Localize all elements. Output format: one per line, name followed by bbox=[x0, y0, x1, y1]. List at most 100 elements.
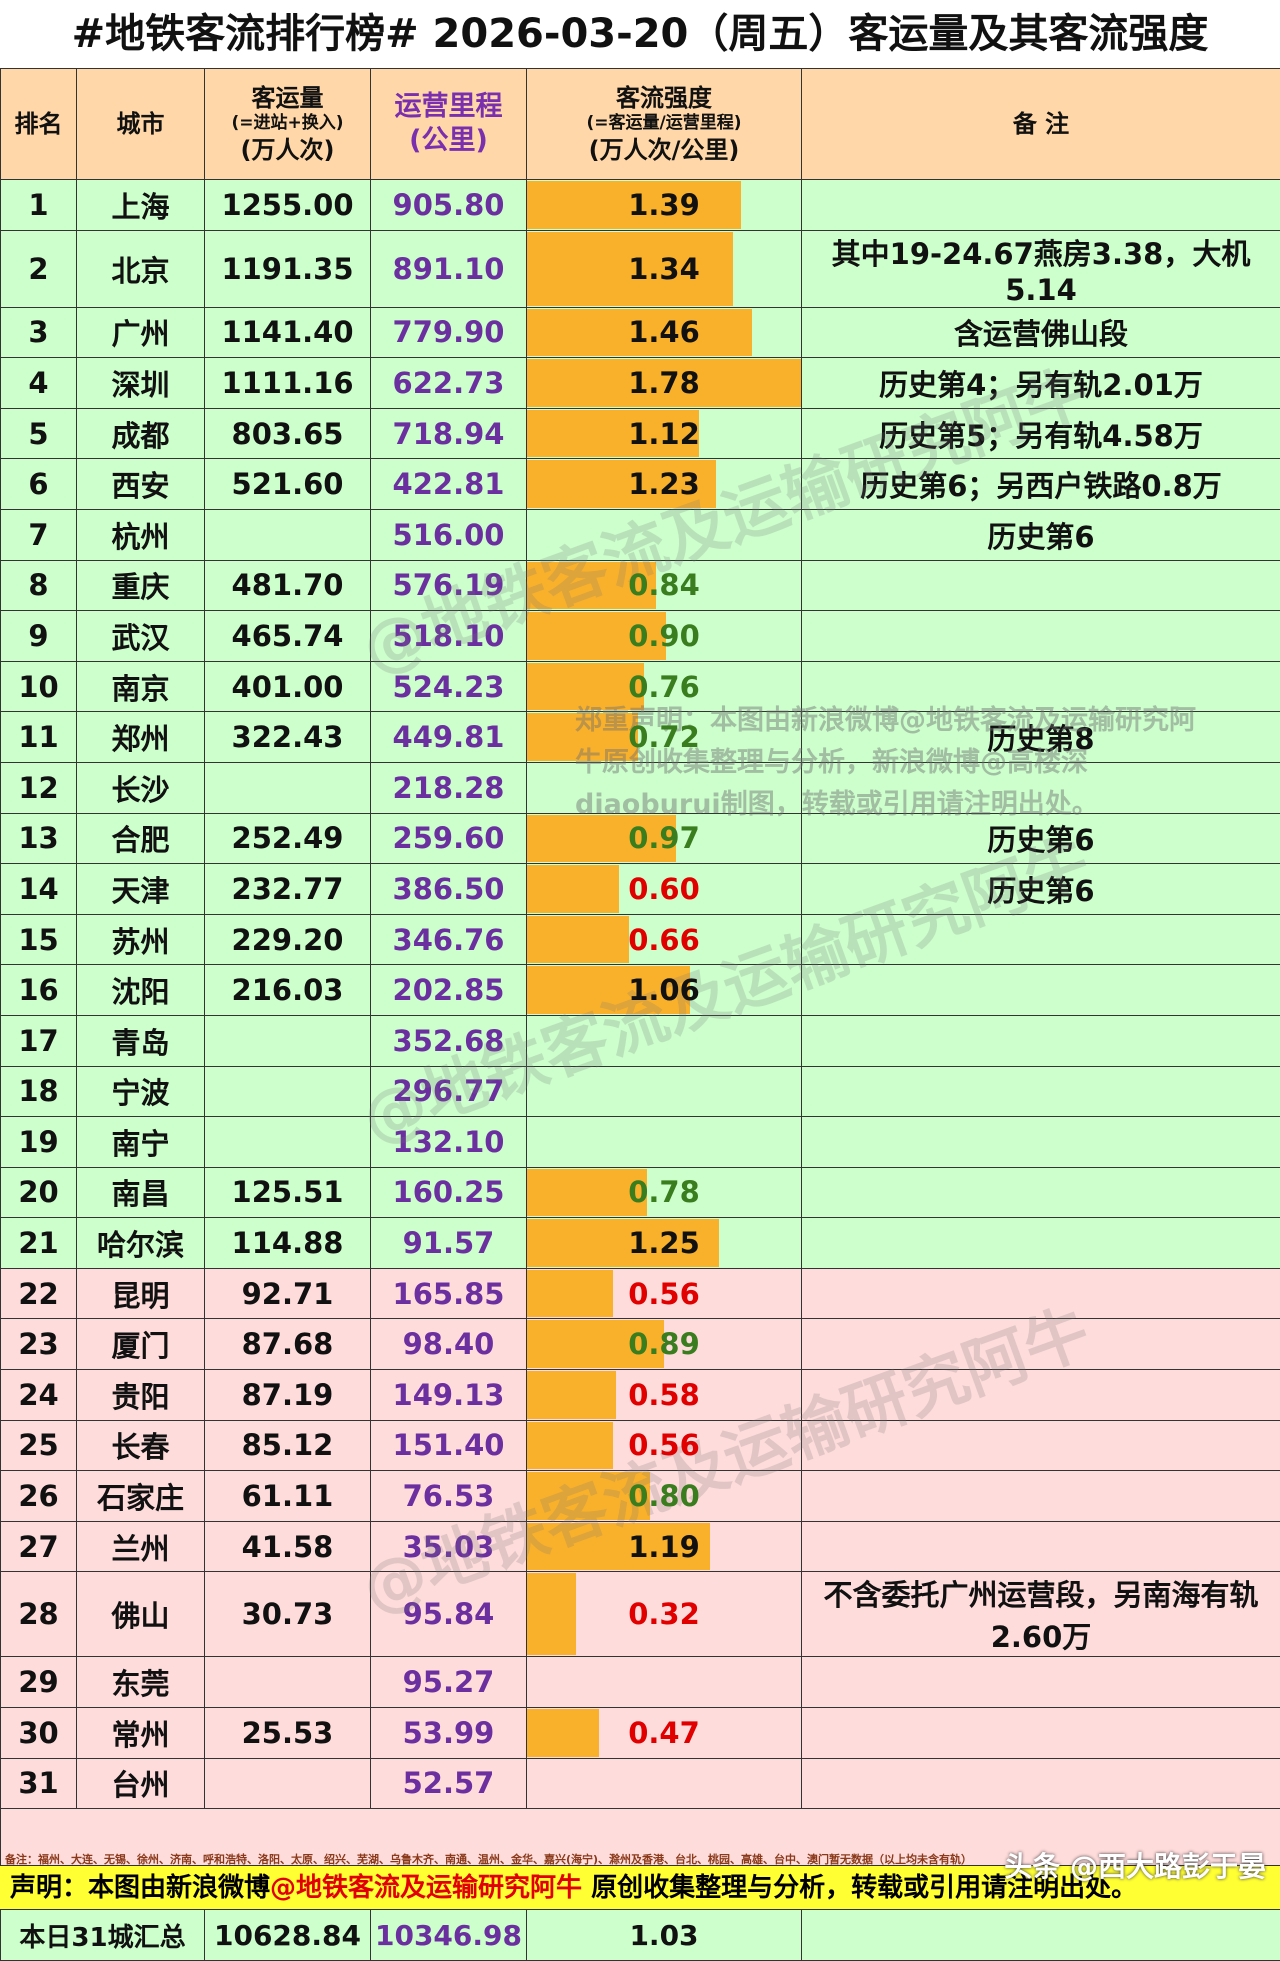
intensity-value: 0.56 bbox=[628, 1277, 700, 1311]
note-cell bbox=[802, 1319, 1280, 1370]
city-cell: 成都 bbox=[77, 408, 205, 459]
ridership-cell: 232.77 bbox=[205, 864, 371, 915]
intensity-value: 0.90 bbox=[628, 619, 700, 653]
intensity-cell: 1.78 bbox=[527, 358, 802, 409]
note-cell bbox=[802, 1066, 1280, 1117]
ridership-cell: 229.20 bbox=[205, 914, 371, 965]
city-cell: 东莞 bbox=[77, 1657, 205, 1708]
rank-cell: 15 bbox=[1, 914, 77, 965]
km-cell: 91.57 bbox=[371, 1218, 527, 1269]
note-cell bbox=[802, 1657, 1280, 1708]
note-cell bbox=[802, 1708, 1280, 1759]
rank-cell: 8 bbox=[1, 560, 77, 611]
page-title: #地铁客流排行榜# 2026-03-20（周五）客运量及其客流强度 bbox=[0, 0, 1280, 68]
city-cell: 沈阳 bbox=[77, 965, 205, 1016]
km-cell: 95.27 bbox=[371, 1657, 527, 1708]
note-cell: 其中19-24.67燕房3.38，大机5.14 bbox=[802, 230, 1280, 307]
km-cell: 165.85 bbox=[371, 1268, 527, 1319]
intensity-value: 0.58 bbox=[628, 1378, 700, 1412]
intensity-cell bbox=[527, 1117, 802, 1168]
intensity-value: 0.56 bbox=[628, 1428, 700, 1462]
ridership-cell: 1111.16 bbox=[205, 358, 371, 409]
summary-intensity: 1.03 bbox=[527, 1910, 802, 1961]
city-cell: 武汉 bbox=[77, 611, 205, 662]
note-cell bbox=[802, 1218, 1280, 1269]
city-cell: 上海 bbox=[77, 180, 205, 231]
summary-ridership: 10628.84 bbox=[205, 1910, 371, 1961]
km-cell: 149.13 bbox=[371, 1370, 527, 1421]
km-cell: 576.19 bbox=[371, 560, 527, 611]
ridership-cell bbox=[205, 1066, 371, 1117]
ridership-cell: 803.65 bbox=[205, 408, 371, 459]
intensity-value: 0.84 bbox=[628, 568, 700, 602]
intensity-cell: 0.76 bbox=[527, 661, 802, 712]
note-cell: 历史第6 bbox=[802, 509, 1280, 560]
summary-label: 本日31城汇总 bbox=[1, 1910, 205, 1961]
intensity-value: 1.06 bbox=[628, 973, 700, 1007]
ridership-cell: 1255.00 bbox=[205, 180, 371, 231]
table-header-row: 排名 城市 客运量 (=进站+换入) (万人次) 运营里程 (公里) 客流强度 … bbox=[1, 69, 1280, 180]
intensity-bar bbox=[527, 1573, 576, 1655]
header-intensity: 客流强度 (=客运量/运营里程) (万人次/公里) bbox=[527, 69, 802, 180]
intensity-bar bbox=[527, 713, 638, 761]
note-cell bbox=[802, 1117, 1280, 1168]
city-cell: 石家庄 bbox=[77, 1471, 205, 1522]
intensity-cell: 0.89 bbox=[527, 1319, 802, 1370]
rank-cell: 21 bbox=[1, 1218, 77, 1269]
intensity-cell: 0.72 bbox=[527, 712, 802, 763]
declaration-prefix: 声明：本图由新浪微博 bbox=[10, 1873, 270, 1903]
rank-cell: 13 bbox=[1, 813, 77, 864]
header-km: 运营里程 (公里) bbox=[371, 69, 527, 180]
rank-cell: 29 bbox=[1, 1657, 77, 1708]
header-rank: 排名 bbox=[1, 69, 77, 180]
intensity-value: 0.66 bbox=[628, 923, 700, 957]
rank-cell: 4 bbox=[1, 358, 77, 409]
intensity-value: 1.23 bbox=[628, 467, 700, 501]
ridership-cell: 465.74 bbox=[205, 611, 371, 662]
rank-cell: 6 bbox=[1, 459, 77, 510]
city-cell: 贵阳 bbox=[77, 1370, 205, 1421]
note-cell bbox=[802, 1758, 1280, 1809]
rank-cell: 3 bbox=[1, 307, 77, 358]
km-cell: 95.84 bbox=[371, 1572, 527, 1657]
rank-cell: 27 bbox=[1, 1521, 77, 1572]
intensity-value: 0.32 bbox=[628, 1597, 700, 1631]
intensity-cell: 1.39 bbox=[527, 180, 802, 231]
intensity-value: 1.46 bbox=[628, 315, 700, 349]
km-cell: 449.81 bbox=[371, 712, 527, 763]
intensity-bar bbox=[527, 916, 629, 964]
note-cell: 不含委托广州运营段，另南海有轨2.60万 bbox=[802, 1572, 1280, 1657]
summary-note bbox=[802, 1910, 1280, 1961]
rank-cell: 10 bbox=[1, 661, 77, 712]
intensity-value: 0.78 bbox=[628, 1175, 700, 1209]
note-cell bbox=[802, 965, 1280, 1016]
intensity-cell: 0.66 bbox=[527, 914, 802, 965]
km-cell: 422.81 bbox=[371, 459, 527, 510]
rank-cell: 20 bbox=[1, 1167, 77, 1218]
intensity-cell: 0.58 bbox=[527, 1370, 802, 1421]
ridership-cell: 87.19 bbox=[205, 1370, 371, 1421]
rank-cell: 11 bbox=[1, 712, 77, 763]
intensity-bar bbox=[527, 1709, 599, 1757]
ridership-cell: 521.60 bbox=[205, 459, 371, 510]
city-cell: 北京 bbox=[77, 230, 205, 307]
intensity-cell bbox=[527, 1015, 802, 1066]
declaration-account: @地铁客流及运输研究阿牛 bbox=[270, 1873, 582, 1903]
ridership-cell: 481.70 bbox=[205, 560, 371, 611]
rank-cell: 1 bbox=[1, 180, 77, 231]
intensity-cell: 0.56 bbox=[527, 1268, 802, 1319]
declaration-suffix: 原创收集整理与分析，转载或引用请注明出处。 bbox=[591, 1873, 1137, 1903]
